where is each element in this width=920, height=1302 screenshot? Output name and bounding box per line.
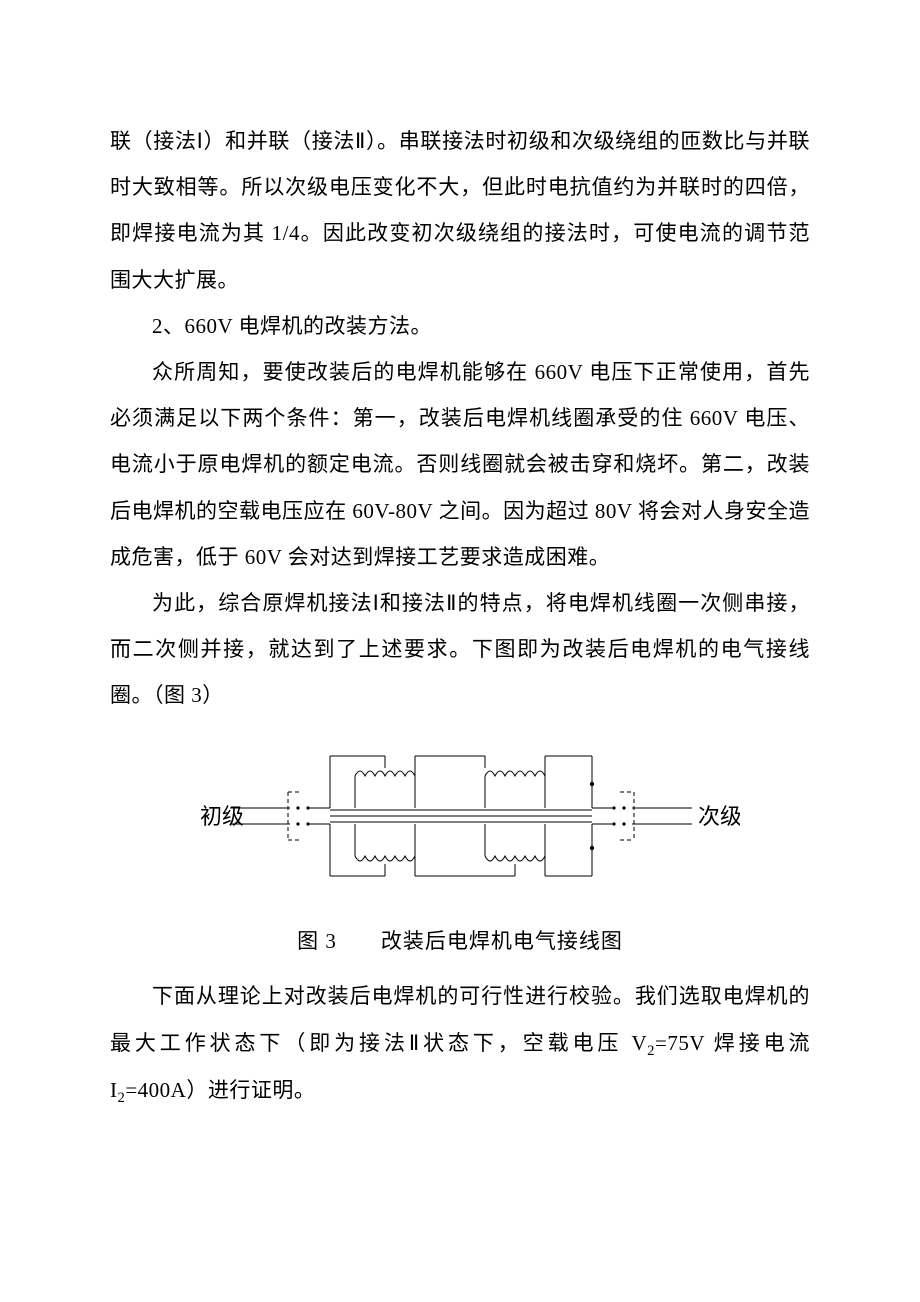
figure-right-label: 次级: [698, 804, 740, 829]
paragraph-3: 众所周知，要使改装后的电焊机能够在 660V 电压下正常使用，首先必须满足以下两…: [110, 349, 810, 580]
figure-3-caption: 图 3 改装后电焊机电气接线图: [110, 925, 810, 955]
paragraph-4: 为此，综合原焊机接法Ⅰ和接法Ⅱ的特点，将电焊机线圈一次侧串接，而二次侧并接，就达…: [110, 580, 810, 719]
figure-3-wrapper: 初级 次级: [110, 736, 810, 901]
paragraph-2: 2、660V 电焊机的改装方法。: [110, 303, 810, 349]
paragraph-5: 下面从理论上对改装后电焊机的可行性进行校验。我们选取电焊机的最大工作状态下（即为…: [110, 973, 810, 1114]
figure-3-diagram: 初级 次级: [180, 736, 740, 896]
figure-left-label: 初级: [200, 804, 244, 829]
p5-text-c: =400A）进行证明。: [125, 1078, 315, 1102]
p5-sub-1: 2: [647, 1043, 655, 1059]
paragraph-1: 联（接法Ⅰ）和并联（接法Ⅱ）。串联接法时初级和次级绕组的匝数比与并联时大致相等。…: [110, 118, 810, 303]
